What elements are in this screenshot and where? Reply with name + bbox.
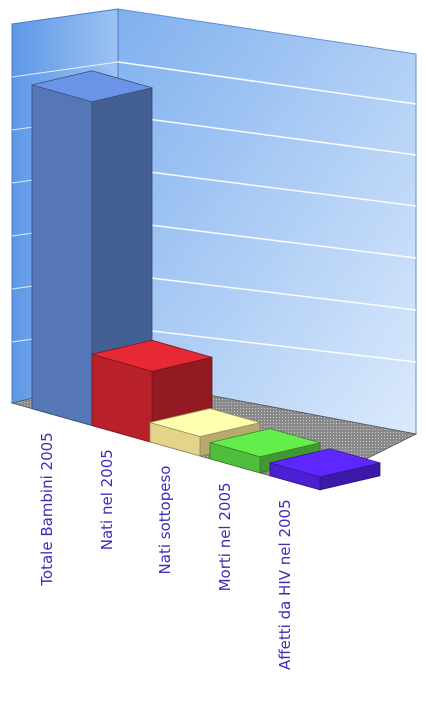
category-label: Morti nel 2005 <box>216 482 234 591</box>
bar-top-face <box>91 339 213 372</box>
category-label: Nati nel 2005 <box>98 449 116 550</box>
gridlines <box>117 61 417 363</box>
bar-top-face <box>149 408 261 437</box>
category-label: Nati sottopeso <box>156 466 174 575</box>
bar-front-face <box>31 84 93 427</box>
category-labels: Totale Bambini 2005 Nati nel 2005 Nati sot… <box>38 432 294 670</box>
bar-2 <box>91 339 213 443</box>
bar-top-face <box>209 428 321 458</box>
bar-1 <box>31 70 153 427</box>
bar-top-face <box>269 448 381 478</box>
category-label: Totale Bambini 2005 <box>38 432 56 586</box>
bar-top-face <box>31 70 153 103</box>
bars-group <box>31 70 381 491</box>
bar-5 <box>269 448 381 491</box>
category-label: Affetti da HIV nel 2005 <box>276 499 294 670</box>
